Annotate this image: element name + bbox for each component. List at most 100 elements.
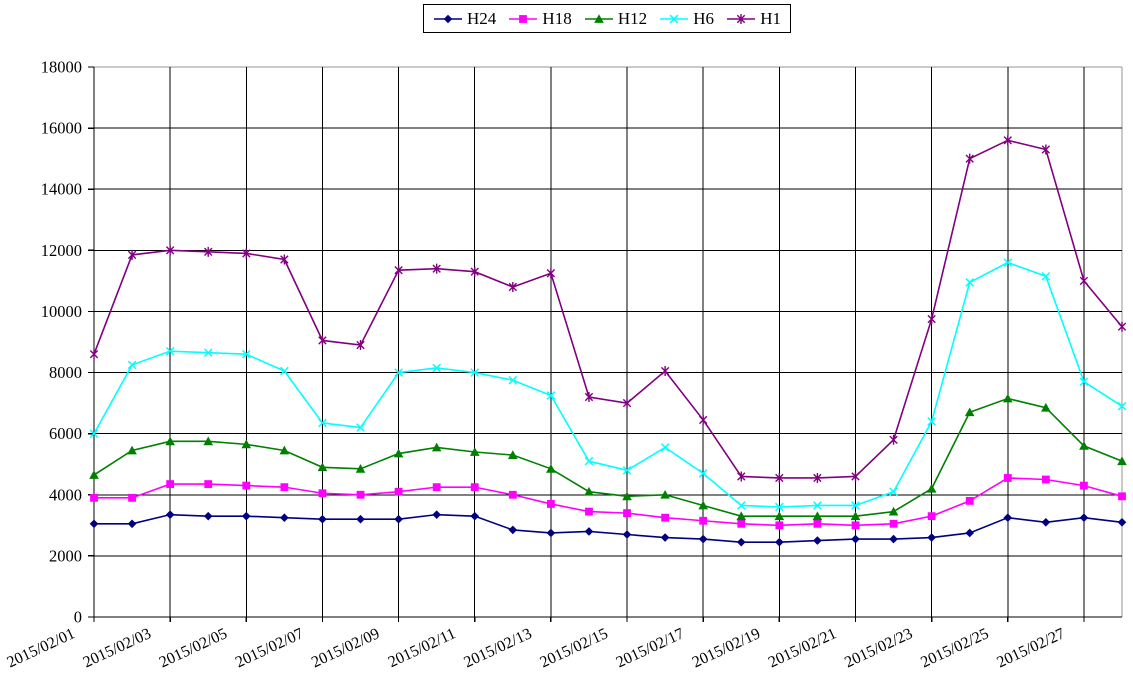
triangle-marker-icon xyxy=(698,500,708,510)
x-marker-icon xyxy=(127,360,137,370)
x-marker-icon xyxy=(775,502,784,512)
triangle-marker-icon xyxy=(355,464,366,473)
triangle-marker-icon xyxy=(546,464,556,473)
diamond-marker-icon xyxy=(1041,517,1051,527)
square-marker-icon xyxy=(851,521,860,530)
square-marker-icon xyxy=(1003,474,1012,482)
triangle-marker-icon xyxy=(89,470,99,479)
triangle-marker-icon xyxy=(165,436,175,446)
asterisk-marker-icon xyxy=(927,314,936,325)
asterisk-marker-icon xyxy=(242,248,251,259)
x-marker-icon xyxy=(318,418,327,428)
triangle-marker-icon xyxy=(127,445,137,455)
series-line-h12 xyxy=(93,397,1123,517)
series-h6 xyxy=(89,258,1127,512)
x-marker-icon xyxy=(203,348,213,358)
x-marker-icon xyxy=(660,443,670,452)
diamond-marker-icon xyxy=(965,528,975,538)
diamond-marker-icon xyxy=(127,519,137,529)
asterisk-marker-icon xyxy=(204,246,213,257)
diamond-marker-icon xyxy=(432,510,441,519)
asterisk-marker-icon xyxy=(280,254,289,265)
x-axis-tick-label: 2015/02/01 xyxy=(4,625,77,671)
x-axis-tick-label: 2015/02/13 xyxy=(461,625,534,671)
y-axis-tick-label: 6000 xyxy=(49,424,82,443)
triangle-marker-icon xyxy=(508,450,518,459)
x-marker-icon xyxy=(432,363,441,373)
h6-series-marker-icon xyxy=(660,14,689,23)
triangle-marker-icon xyxy=(964,407,975,417)
triangle-marker-icon xyxy=(241,439,252,449)
square-marker-icon xyxy=(470,483,479,492)
x-marker-icon xyxy=(1117,401,1127,411)
x-marker-icon xyxy=(813,501,822,510)
diamond-marker-icon xyxy=(698,534,708,544)
x-marker-icon xyxy=(241,349,251,359)
triangle-marker-icon xyxy=(812,511,823,521)
x-marker-icon xyxy=(669,14,679,23)
triangle-marker-icon xyxy=(1117,456,1127,466)
diamond-marker-icon xyxy=(1117,517,1127,527)
triangle-marker-icon xyxy=(736,511,747,521)
square-marker-icon xyxy=(519,14,528,23)
series-h12 xyxy=(89,393,1127,521)
triangle-marker-icon xyxy=(431,442,442,452)
asterisk-marker-icon xyxy=(584,392,594,402)
square-marker-icon xyxy=(204,480,213,488)
asterisk-marker-icon xyxy=(89,349,99,360)
y-axis-tick-label: 2000 xyxy=(49,546,82,565)
x-axis-tick-label: 2015/02/25 xyxy=(918,625,991,671)
asterisk-marker-icon xyxy=(1041,144,1051,155)
square-marker-icon xyxy=(242,481,251,490)
asterisk-marker-icon xyxy=(127,249,137,260)
square-marker-icon xyxy=(1041,475,1050,484)
asterisk-marker-icon xyxy=(318,335,327,346)
h12-series-marker-icon xyxy=(584,13,613,23)
triangle-marker-icon xyxy=(594,13,604,23)
square-marker-icon xyxy=(623,509,631,518)
x-marker-icon xyxy=(622,466,632,475)
legend-item-label: H6 xyxy=(693,9,715,28)
x-marker-icon xyxy=(698,469,708,478)
y-axis-tick-label: 18000 xyxy=(41,58,82,77)
square-marker-icon xyxy=(737,519,746,528)
diamond-marker-icon xyxy=(546,528,556,538)
legend-item-h24: H24 xyxy=(433,5,496,32)
asterisk-marker-icon xyxy=(1079,275,1089,286)
asterisk-marker-icon xyxy=(1117,321,1127,332)
y-axis-tick-label: 4000 xyxy=(49,485,82,504)
diamond-marker-icon xyxy=(813,536,822,545)
asterisk-marker-icon xyxy=(508,282,518,292)
asterisk-marker-icon xyxy=(622,398,632,409)
asterisk-marker-icon xyxy=(394,265,403,276)
triangle-marker-icon xyxy=(660,489,670,499)
asterisk-marker-icon xyxy=(546,268,556,279)
x-marker-icon xyxy=(89,429,99,438)
asterisk-marker-icon xyxy=(889,434,898,445)
x-marker-icon xyxy=(736,501,746,510)
x-axis-tick-label: 2015/02/03 xyxy=(81,625,154,671)
legend-item-h6: H6 xyxy=(659,5,714,32)
series-line-h6 xyxy=(93,261,1123,508)
triangle-marker-icon xyxy=(774,511,785,521)
legend-item-h18: H18 xyxy=(508,5,572,32)
diamond-marker-icon xyxy=(622,530,632,539)
triangle-marker-icon xyxy=(317,462,328,472)
x-axis-tick-label: 2015/02/19 xyxy=(690,625,763,671)
y-axis-tick-label: 16000 xyxy=(41,119,82,138)
series-h18 xyxy=(90,474,1126,530)
y-axis-tick-label: 8000 xyxy=(49,363,82,382)
square-marker-icon xyxy=(927,512,936,521)
triangle-marker-icon xyxy=(622,491,632,501)
x-marker-icon xyxy=(280,366,289,376)
y-axis-tick-label: 12000 xyxy=(41,241,82,260)
triangle-marker-icon xyxy=(888,506,899,516)
diamond-marker-icon xyxy=(927,533,936,542)
diamond-marker-icon xyxy=(851,534,860,544)
asterisk-marker-icon xyxy=(736,13,746,24)
x-axis-tick-label: 2015/02/09 xyxy=(309,625,382,671)
square-marker-icon xyxy=(394,487,403,496)
x-marker-icon xyxy=(1079,377,1089,387)
